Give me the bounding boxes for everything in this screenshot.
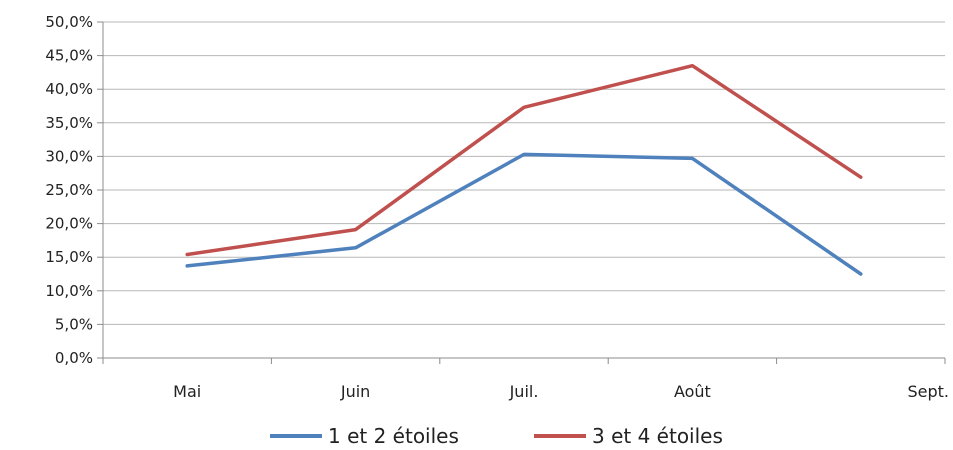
y-tick-label: 5,0% xyxy=(55,315,93,333)
y-axis: 0,0% 5,0% 10,0% 15,0% 20,0% 25,0% 30,0% 35,0% 40… xyxy=(45,13,104,367)
x-tick-label: Juil. xyxy=(509,382,539,401)
series-line-1 xyxy=(185,152,863,276)
y-tick-label: 20,0% xyxy=(45,215,93,233)
y-tick-label: 15,0% xyxy=(45,248,93,266)
y-tick-label: 30,0% xyxy=(45,147,93,165)
x-tick-label: Juin xyxy=(340,382,370,401)
legend-label: 1 et 2 étoiles xyxy=(328,424,459,448)
legend-label: 3 et 4 étoiles xyxy=(592,424,723,448)
x-tick-label: Mai xyxy=(173,382,201,401)
x-axis: Mai Juin Juil. Août Sept. xyxy=(102,357,949,401)
x-tick-label: Sept. xyxy=(907,382,949,401)
series-lines xyxy=(185,63,863,276)
y-tick-label: 25,0% xyxy=(45,181,93,199)
gridlines xyxy=(103,21,945,325)
y-tick-label: 50,0% xyxy=(45,13,93,31)
y-tick-label: 40,0% xyxy=(45,80,93,98)
y-tick-label: 10,0% xyxy=(45,282,93,300)
legend: 1 et 2 étoiles 3 et 4 étoiles xyxy=(270,424,723,448)
x-tick-label: Août xyxy=(674,382,711,401)
y-tick-label: 45,0% xyxy=(45,47,93,65)
series-line-2 xyxy=(185,63,863,257)
y-tick-label: 0,0% xyxy=(55,349,93,367)
y-tick-label: 35,0% xyxy=(45,114,93,132)
